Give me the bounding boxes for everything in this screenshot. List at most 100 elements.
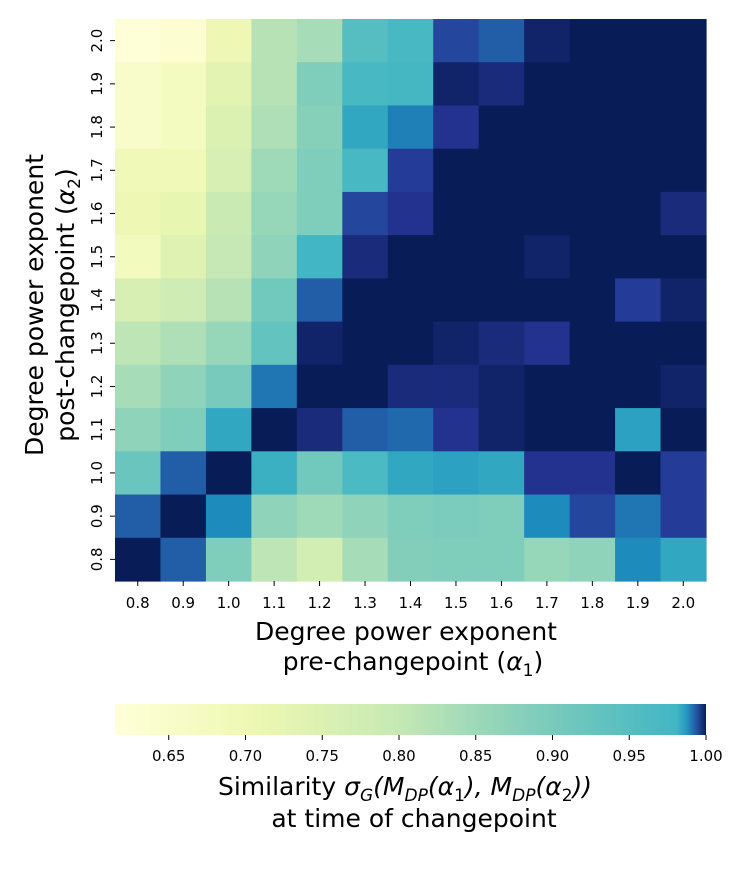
y-tick-label: 1.0 — [88, 461, 106, 485]
heatmap-cell — [205, 364, 252, 409]
heatmap-cell — [615, 494, 662, 539]
colorbar — [115, 704, 706, 735]
heatmap-cell — [296, 537, 343, 582]
heatmap-cell — [205, 19, 252, 63]
heatmap-cell — [478, 148, 525, 193]
heatmap-cell — [660, 408, 707, 452]
colorbar-ticks: 0.65 0.70 0.75 0.80 0.85 0.90 0.95 1.00 — [152, 735, 723, 765]
heatmap-cell — [387, 148, 434, 193]
heatmap-cell — [342, 235, 389, 279]
x-tick-label: 2.0 — [671, 594, 695, 612]
heatmap-cell — [115, 62, 162, 107]
heatmap-cell — [251, 537, 298, 582]
heatmap-cell — [433, 278, 480, 323]
heatmap-cell — [387, 191, 434, 236]
heatmap-cell — [205, 494, 252, 539]
heatmap-cell — [433, 105, 480, 150]
heatmap-cell — [296, 105, 343, 150]
heatmap-cell — [387, 321, 434, 366]
heatmap-cell — [478, 278, 525, 323]
heatmap-cell — [160, 494, 207, 539]
heatmap-cell — [660, 105, 707, 150]
heatmap-cell — [478, 62, 525, 107]
heatmap-cell — [205, 105, 252, 150]
heatmap-cell — [433, 191, 480, 236]
heatmap-cell — [160, 105, 207, 150]
heatmap-cell — [524, 321, 571, 366]
heatmap-cell — [205, 235, 252, 279]
heatmap-cell — [478, 321, 525, 366]
heatmap-cell — [251, 19, 298, 63]
x-tick-label: 1.0 — [217, 594, 241, 612]
y-tick-label: 2.0 — [88, 29, 106, 53]
colorbar-tick-label: 1.00 — [689, 747, 722, 765]
heatmap-cell — [160, 451, 207, 496]
heatmap-cell — [478, 19, 525, 63]
heatmap-cell — [524, 235, 571, 279]
heatmap-cell — [342, 537, 389, 582]
heatmap-cell — [569, 494, 616, 539]
heatmap-cell — [205, 408, 252, 452]
y-axis-label-line2: post-changepoint (α2) — [51, 168, 85, 442]
heatmap-cell — [205, 321, 252, 366]
heatmap-cell — [524, 62, 571, 107]
heatmap-cell — [115, 19, 162, 63]
heatmap-cell — [660, 278, 707, 323]
heatmap-cell — [115, 321, 162, 366]
x-tick-label: 1.1 — [262, 594, 286, 612]
heatmap-cell — [569, 321, 616, 366]
x-tick-label: 1.4 — [399, 594, 423, 612]
heatmap-cell — [115, 148, 162, 193]
y-tick-label: 1.6 — [88, 202, 106, 226]
heatmap-cell — [524, 364, 571, 409]
heatmap-cell — [296, 235, 343, 279]
heatmap-cell — [251, 321, 298, 366]
colorbar-label-line2: at time of changepoint — [271, 804, 557, 833]
heatmap-cell — [615, 408, 662, 452]
colorbar-tick-label: 0.90 — [536, 747, 569, 765]
heatmap-cell — [160, 537, 207, 582]
heatmap-cell — [251, 408, 298, 452]
heatmap-cell — [296, 408, 343, 452]
heatmap-cell — [478, 364, 525, 409]
heatmap-cell — [115, 494, 162, 539]
heatmap-cell — [569, 364, 616, 409]
heatmap-cell — [342, 191, 389, 236]
heatmap-cell — [524, 191, 571, 236]
heatmap-cell — [296, 321, 343, 366]
heatmap-cell — [660, 191, 707, 236]
heatmap-cell — [569, 19, 616, 63]
x-axis-label-line2: pre-changepoint (α1) — [283, 647, 544, 681]
x-axis-label-line1: Degree power exponent — [255, 617, 557, 646]
heatmap-cell — [342, 321, 389, 366]
heatmap-cell — [296, 191, 343, 236]
heatmap-cell — [251, 191, 298, 236]
heatmap-cell — [342, 451, 389, 496]
heatmap-cell — [615, 537, 662, 582]
heatmap-cell — [433, 148, 480, 193]
heatmap-cell — [205, 537, 252, 582]
heatmap-cell — [478, 537, 525, 582]
colorbar-tick-label: 0.75 — [306, 747, 339, 765]
heatmap-cell — [660, 451, 707, 496]
heatmap-cell — [660, 148, 707, 193]
heatmap-cell — [433, 364, 480, 409]
heatmap-cell — [387, 235, 434, 279]
heatmap-cell — [569, 408, 616, 452]
heatmap-cell — [433, 537, 480, 582]
y-tick-label: 1.8 — [88, 115, 106, 139]
heatmap-cell — [524, 451, 571, 496]
y-tick-label: 1.5 — [88, 245, 106, 269]
heatmap-cell — [160, 62, 207, 107]
heatmap-cell — [342, 408, 389, 452]
heatmap-cell — [615, 321, 662, 366]
heatmap-cell — [296, 148, 343, 193]
heatmap-cell — [296, 278, 343, 323]
heatmap-cell — [115, 235, 162, 279]
heatmap-cell — [478, 451, 525, 496]
y-axis-label-line1: Degree power exponent — [20, 154, 49, 456]
x-tick-labels: 0.8 0.9 1.0 1.1 1.2 1.3 1.4 1.5 1.6 1.7 1.8 1.9 2.0 — [126, 581, 695, 612]
heatmap-cell — [387, 364, 434, 409]
heatmap-cell — [660, 494, 707, 539]
